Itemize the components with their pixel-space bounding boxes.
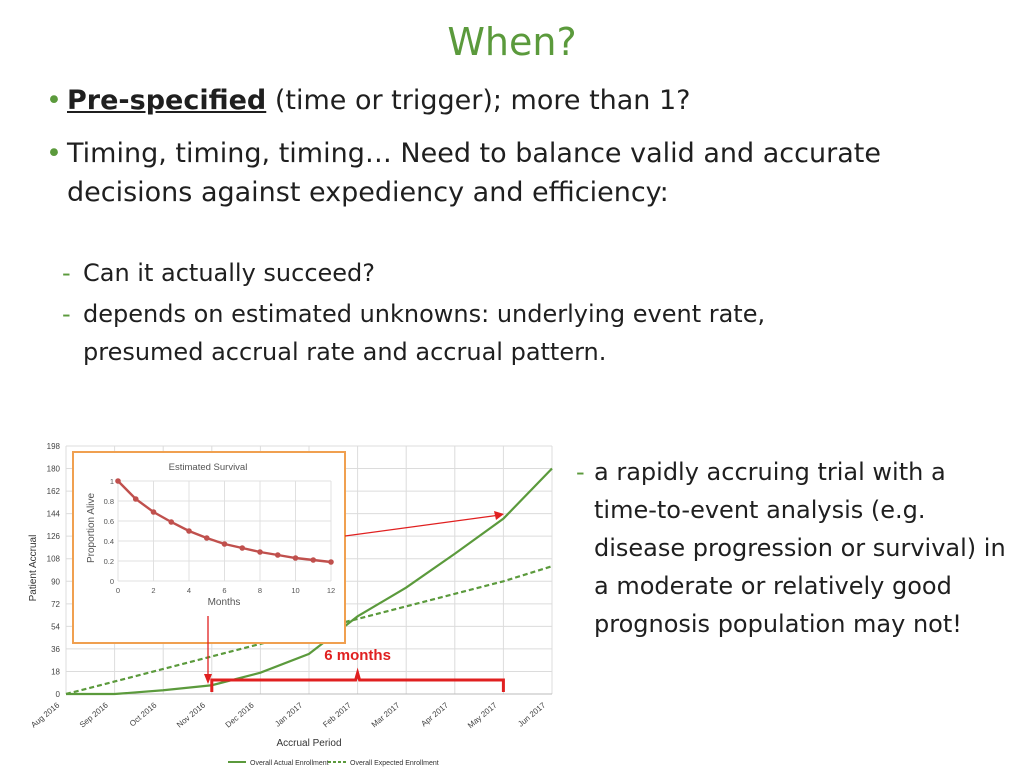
main-y-axis-label: Patient Accrual	[28, 535, 39, 602]
survival-point	[186, 528, 192, 534]
main-y-tick-label: 18	[51, 667, 60, 676]
callout-arrows	[204, 511, 504, 684]
six-months-annotation: 6 months	[210, 647, 505, 692]
main-chart-legend: Overall Actual Enrollment Overall Expecte…	[228, 760, 439, 767]
arrow-head-down	[204, 674, 212, 684]
main-x-tick-label: Oct 2016	[128, 700, 159, 728]
survival-point	[257, 549, 263, 555]
survival-point	[115, 478, 121, 484]
inset-y-tick-label: 0.8	[104, 497, 114, 506]
arrow-head-right	[494, 511, 504, 520]
main-x-tick-label: Mar 2017	[370, 700, 402, 729]
inset-y-tick-label: 1	[110, 477, 114, 486]
bullet-strong-text: Pre-specified	[67, 85, 267, 116]
main-x-tick-label: May 2017	[466, 700, 499, 730]
inset-x-tick-label: 6	[222, 586, 226, 595]
main-y-tick-label: 0	[56, 690, 61, 699]
side-note: - a rapidly accruing trial with a time-t…	[576, 453, 1016, 643]
slide-title: When?	[447, 20, 577, 64]
inset-y-axis-label: Proportion Alive	[86, 493, 97, 563]
main-y-tick-label: 108	[47, 555, 61, 564]
inset-series	[115, 478, 334, 565]
main-y-tick-label: 36	[51, 645, 60, 654]
main-x-tick-label: Aug 2016	[29, 700, 61, 729]
sub-bullet-succeed: - Can it actually succeed?	[62, 254, 842, 292]
survival-point	[203, 535, 210, 541]
survival-point	[132, 496, 139, 502]
sub-bullet-text: Can it actually succeed?	[83, 259, 376, 287]
survival-point	[168, 519, 175, 525]
main-x-tick-label: Apr 2017	[419, 700, 450, 728]
main-y-tick-label: 54	[51, 622, 60, 631]
main-y-tick-label: 72	[51, 600, 60, 609]
main-x-tick-label: Feb 2017	[321, 700, 353, 729]
main-chart-x-ticks: Aug 2016 Sep 2016 Oct 2016 Nov 2016 Dec 2016…	[29, 700, 547, 730]
dash-marker: -	[576, 458, 585, 486]
main-x-tick-label: Dec 2016	[224, 700, 256, 729]
main-y-tick-label: 90	[51, 577, 60, 586]
survival-point	[274, 552, 281, 558]
inset-y-tick-label: 0.2	[104, 557, 114, 566]
inset-x-tick-label: 4	[187, 586, 191, 595]
bullet-pre-specified: • Pre-specified (time or trigger); more …	[46, 81, 691, 120]
inset-x-axis-label: Months	[208, 597, 241, 608]
dash-marker: -	[62, 300, 71, 328]
inset-x-tick-label: 8	[258, 586, 262, 595]
bullet-marker: •	[46, 138, 62, 169]
estimated-survival-inset: Estimated Survival 00.20.40.60.810 2 4 6 8 10…	[72, 451, 346, 644]
bullet-timing-text: Timing, timing, timing… Need to balance …	[67, 138, 881, 208]
survival-point	[239, 545, 246, 551]
survival-point	[221, 541, 228, 547]
main-chart-y-ticks: 0 18 36 54 72 90 108 126 144 162 180 198	[47, 442, 61, 699]
sub-bullet-text: depends on estimated unknowns: underlyin…	[83, 300, 766, 366]
dash-marker: -	[62, 259, 71, 287]
main-x-tick-label: Jan 2017	[273, 700, 304, 728]
main-y-tick-label: 126	[47, 532, 61, 541]
inset-x-tick-label: 2	[151, 586, 155, 595]
six-months-label: 6 months	[324, 647, 391, 664]
survival-point	[310, 557, 317, 563]
main-y-tick-label: 162	[47, 487, 61, 496]
inset-x-tick-label: 0	[116, 586, 120, 595]
sub-bullet-unknowns: - depends on estimated unknowns: underly…	[62, 295, 842, 371]
main-x-tick-label: Jun 2017	[516, 700, 547, 728]
survival-point	[328, 559, 334, 565]
inset-y-tick-label: 0.4	[104, 537, 114, 546]
side-note-text: a rapidly accruing trial with a time-to-…	[594, 458, 1006, 638]
main-y-tick-label: 144	[47, 510, 61, 519]
inset-y-tick-label: 0	[110, 577, 114, 586]
inset-ticks: 00.20.40.60.810 2 4 6 8 10 12	[104, 477, 336, 595]
legend-label: Overall Expected Enrollment	[350, 760, 439, 767]
survival-point	[292, 555, 299, 561]
bullet-rest-text: (time or trigger); more than 1?	[266, 85, 691, 116]
actual-enrollment-line	[66, 467, 553, 696]
main-x-tick-label: Nov 2016	[175, 700, 207, 729]
main-x-tick-label: Sep 2016	[78, 700, 110, 729]
inset-x-tick-label: 10	[291, 586, 299, 595]
six-months-bracket	[210, 667, 505, 692]
arrow-to-curve	[344, 514, 501, 537]
inset-x-tick-label: 12	[327, 586, 335, 595]
main-y-tick-label: 198	[47, 442, 61, 451]
inset-y-tick-label: 0.6	[104, 517, 114, 526]
bullet-timing: • Timing, timing, timing… Need to balanc…	[46, 134, 926, 212]
survival-point	[150, 509, 157, 515]
bullet-marker: •	[46, 85, 62, 116]
main-x-axis-label: Accrual Period	[276, 738, 341, 749]
inset-title: Estimated Survival	[169, 462, 248, 473]
legend-label: Overall Actual Enrollment	[250, 760, 329, 767]
main-y-tick-label: 180	[47, 465, 61, 474]
